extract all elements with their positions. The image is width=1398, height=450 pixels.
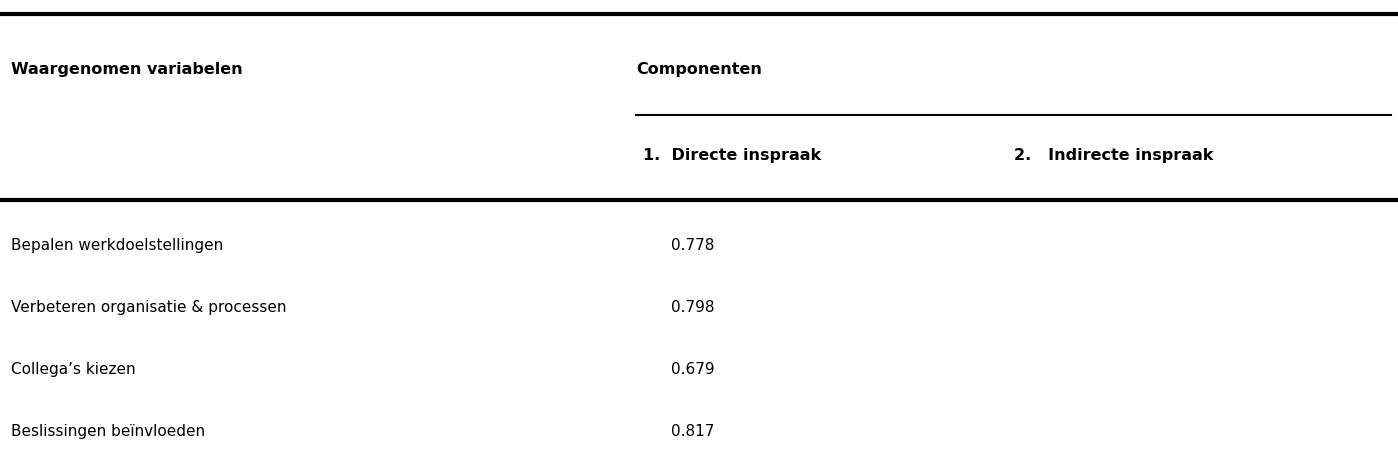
Text: Waargenomen variabelen: Waargenomen variabelen bbox=[11, 62, 243, 77]
Text: Collega’s kiezen: Collega’s kiezen bbox=[11, 362, 136, 377]
Text: 0.798: 0.798 bbox=[671, 300, 714, 315]
Text: 0.817: 0.817 bbox=[671, 424, 714, 439]
Text: Verbeteren organisatie & processen: Verbeteren organisatie & processen bbox=[11, 300, 287, 315]
Text: 2.   Indirecte inspraak: 2. Indirecte inspraak bbox=[1014, 148, 1213, 163]
Text: Beslissingen beïnvloeden: Beslissingen beïnvloeden bbox=[11, 424, 206, 439]
Text: Bepalen werkdoelstellingen: Bepalen werkdoelstellingen bbox=[11, 238, 224, 253]
Text: Componenten: Componenten bbox=[636, 62, 762, 77]
Text: 0.778: 0.778 bbox=[671, 238, 714, 253]
Text: 1.  Directe inspraak: 1. Directe inspraak bbox=[643, 148, 821, 163]
Text: 0.679: 0.679 bbox=[671, 362, 714, 377]
